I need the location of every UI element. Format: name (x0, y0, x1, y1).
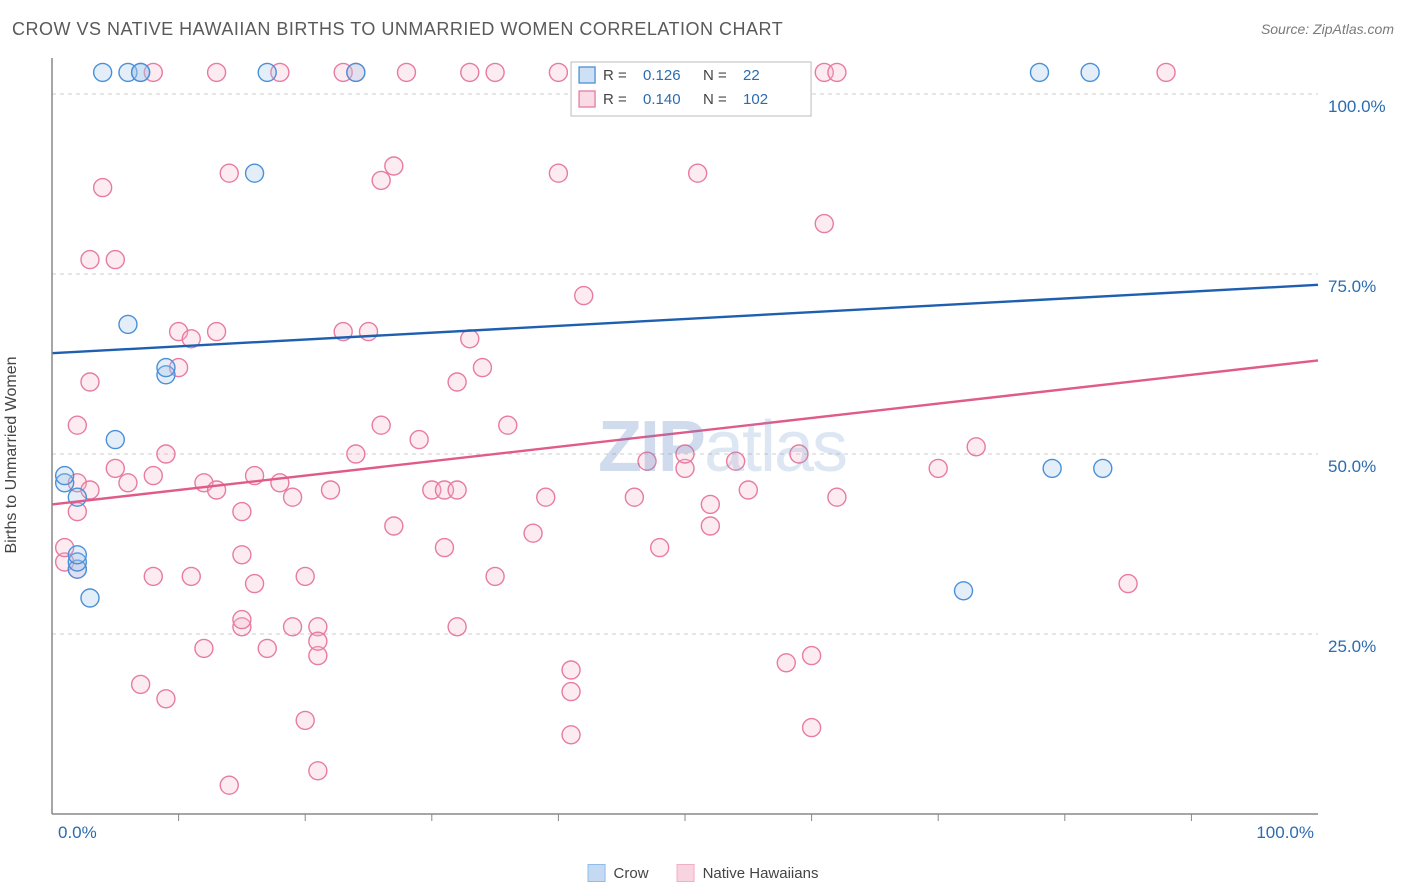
bottom-legend: Crow Native Hawaiians (588, 864, 819, 882)
svg-text:100.0%: 100.0% (1328, 97, 1386, 116)
legend-swatch-icon (677, 864, 695, 882)
chart-source: Source: ZipAtlas.com (1261, 21, 1394, 37)
plot-area: R = 0.126 N = 22 R = 0.140 N = 102 25.0% 50.0% 7… (46, 52, 1398, 842)
legend-label: Native Hawaiians (703, 865, 819, 882)
y-axis-label: Births to Unmarried Women (3, 356, 21, 553)
legend-label: Crow (614, 865, 649, 882)
svg-text:0.126: 0.126 (643, 67, 681, 84)
svg-text:22: 22 (743, 67, 760, 84)
svg-text:N =: N = (703, 91, 727, 108)
legend-item-crow: Crow (588, 864, 649, 882)
svg-text:25.0%: 25.0% (1328, 637, 1376, 656)
svg-text:N =: N = (703, 67, 727, 84)
svg-text:0.0%: 0.0% (58, 823, 97, 842)
chart-title: CROW VS NATIVE HAWAIIAN BIRTHS TO UNMARR… (12, 19, 783, 40)
svg-text:75.0%: 75.0% (1328, 277, 1376, 296)
svg-text:100.0%: 100.0% (1256, 823, 1314, 842)
scatter-svg: R = 0.126 N = 22 R = 0.140 N = 102 25.0% 50.0% 7… (46, 52, 1398, 842)
svg-text:0.140: 0.140 (643, 91, 681, 108)
svg-text:R =: R = (603, 67, 627, 84)
svg-text:102: 102 (743, 91, 768, 108)
svg-text:50.0%: 50.0% (1328, 457, 1376, 476)
legend-swatch-icon (588, 864, 606, 882)
legend-item-native-hawaiians: Native Hawaiians (677, 864, 819, 882)
svg-text:R =: R = (603, 91, 627, 108)
